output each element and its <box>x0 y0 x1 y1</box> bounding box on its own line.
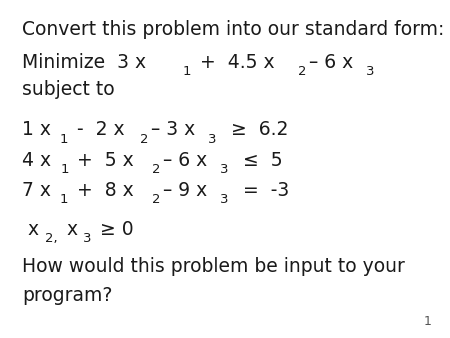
Text: How would this problem be input to your: How would this problem be input to your <box>22 257 405 276</box>
Text: x: x <box>61 220 78 239</box>
Text: ≥  6.2: ≥ 6.2 <box>219 120 288 139</box>
Text: 3: 3 <box>220 193 229 207</box>
Text: 3: 3 <box>208 132 216 146</box>
Text: 2: 2 <box>140 132 148 146</box>
Text: Minimize  3 x: Minimize 3 x <box>22 53 147 72</box>
Text: 1: 1 <box>183 65 191 78</box>
Text: program?: program? <box>22 286 113 305</box>
Text: ≥ 0: ≥ 0 <box>94 220 134 239</box>
Text: – 6 x: – 6 x <box>309 53 353 72</box>
Text: Convert this problem into our standard form:: Convert this problem into our standard f… <box>22 21 445 40</box>
Text: 2: 2 <box>152 193 160 207</box>
Text: 7 x: 7 x <box>22 181 51 200</box>
Text: 4 x: 4 x <box>22 151 52 170</box>
Text: =  -3: = -3 <box>231 181 289 200</box>
Text: 3: 3 <box>366 65 374 78</box>
Text: x: x <box>22 220 40 239</box>
Text: 1: 1 <box>60 193 68 207</box>
Text: 1 x: 1 x <box>22 120 51 139</box>
Text: 1: 1 <box>60 132 68 146</box>
Text: 1: 1 <box>60 163 68 176</box>
Text: subject to: subject to <box>22 80 115 99</box>
Text: +  4.5 x: + 4.5 x <box>194 53 274 72</box>
Text: 2: 2 <box>297 65 306 78</box>
Text: +  5 x: + 5 x <box>71 151 134 170</box>
Text: 2,: 2, <box>45 232 57 245</box>
Text: 1: 1 <box>424 315 432 328</box>
Text: -  2 x: - 2 x <box>71 120 125 139</box>
Text: +  8 x: + 8 x <box>71 181 134 200</box>
Text: – 3 x: – 3 x <box>151 120 195 139</box>
Text: 3: 3 <box>83 232 91 245</box>
Text: – 6 x: – 6 x <box>163 151 207 170</box>
Text: ≤  5: ≤ 5 <box>231 151 283 170</box>
Text: 3: 3 <box>220 163 229 176</box>
Text: – 9 x: – 9 x <box>163 181 207 200</box>
Text: 2: 2 <box>152 163 161 176</box>
